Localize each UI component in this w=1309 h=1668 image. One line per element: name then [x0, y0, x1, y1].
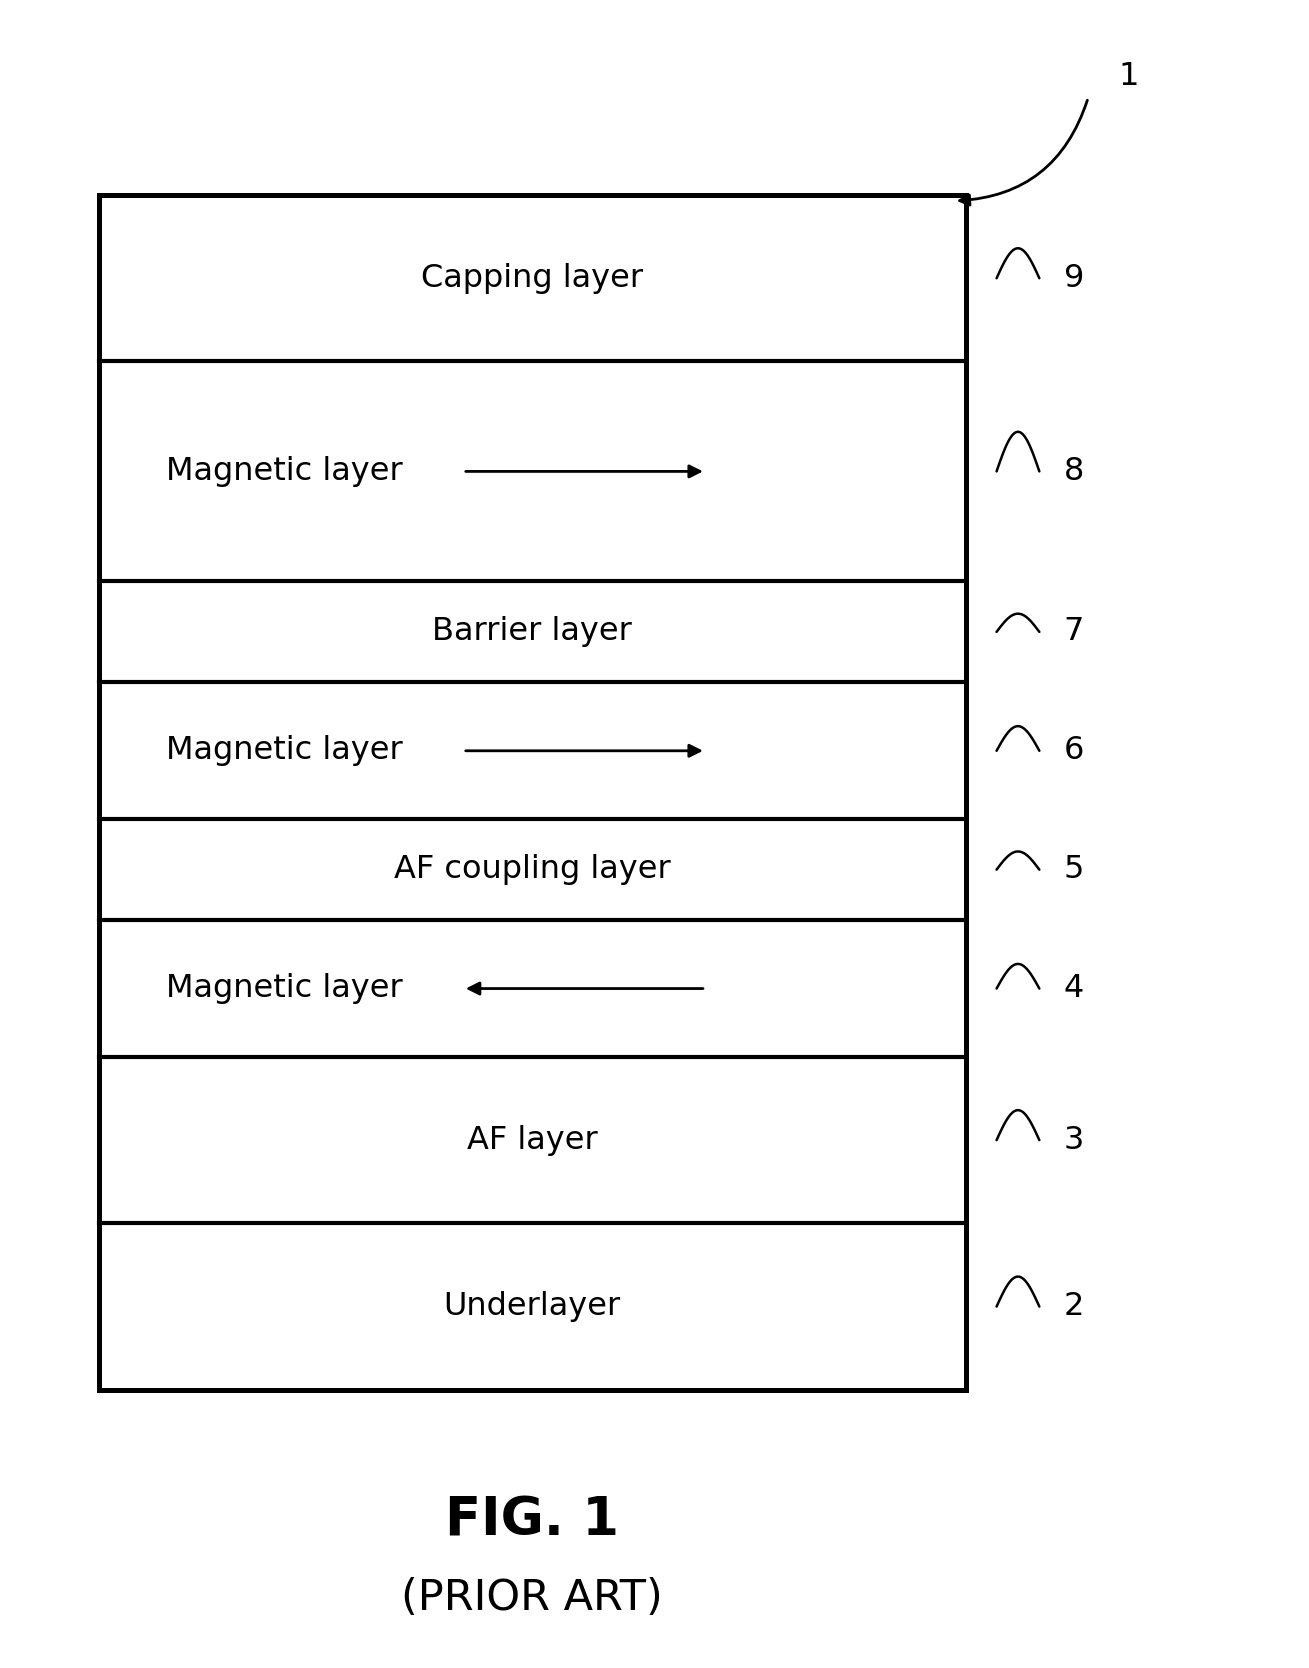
- Text: 8: 8: [1064, 455, 1084, 487]
- Text: 2: 2: [1064, 1291, 1084, 1323]
- Text: Barrier layer: Barrier layer: [432, 617, 632, 647]
- Text: Magnetic layer: Magnetic layer: [166, 736, 403, 766]
- Text: 4: 4: [1064, 972, 1084, 1004]
- Text: 7: 7: [1064, 617, 1084, 647]
- Text: Capping layer: Capping layer: [421, 264, 644, 294]
- Text: 3: 3: [1064, 1124, 1084, 1156]
- Text: 5: 5: [1064, 854, 1084, 886]
- Text: Magnetic layer: Magnetic layer: [166, 455, 403, 487]
- Text: AF coupling layer: AF coupling layer: [394, 854, 670, 886]
- Text: FIG. 1: FIG. 1: [445, 1495, 619, 1546]
- Text: 6: 6: [1064, 736, 1084, 766]
- Text: AF layer: AF layer: [467, 1124, 598, 1156]
- Text: Magnetic layer: Magnetic layer: [166, 972, 403, 1004]
- Text: 9: 9: [1064, 264, 1084, 294]
- Text: Underlayer: Underlayer: [444, 1291, 620, 1323]
- Bar: [98, 195, 966, 1389]
- Text: 1: 1: [1119, 60, 1139, 92]
- Text: (PRIOR ART): (PRIOR ART): [402, 1576, 664, 1620]
